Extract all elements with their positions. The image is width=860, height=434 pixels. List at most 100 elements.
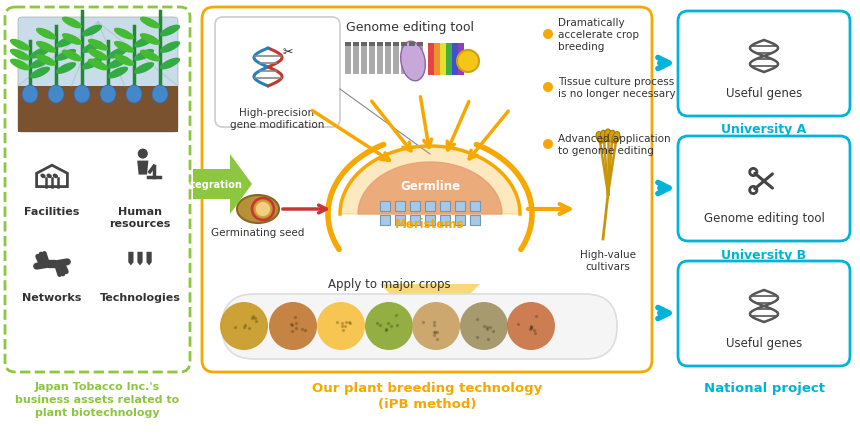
Ellipse shape xyxy=(152,86,168,104)
Bar xyxy=(428,44,433,76)
Ellipse shape xyxy=(596,132,604,144)
Ellipse shape xyxy=(9,40,30,52)
Polygon shape xyxy=(146,252,151,266)
Ellipse shape xyxy=(40,174,46,179)
Text: Human
resources: Human resources xyxy=(109,207,170,228)
Ellipse shape xyxy=(108,67,128,79)
Text: Meristems: Meristems xyxy=(396,218,464,231)
Text: Apply to major crops: Apply to major crops xyxy=(328,278,451,291)
Ellipse shape xyxy=(134,63,154,75)
Ellipse shape xyxy=(160,59,180,70)
Bar xyxy=(377,43,383,75)
Polygon shape xyxy=(138,161,149,175)
Ellipse shape xyxy=(160,42,180,54)
Ellipse shape xyxy=(134,36,154,48)
Bar xyxy=(361,43,366,47)
Polygon shape xyxy=(380,284,480,334)
Ellipse shape xyxy=(126,86,142,104)
Bar xyxy=(401,43,407,75)
Polygon shape xyxy=(358,163,502,214)
Ellipse shape xyxy=(140,50,160,62)
FancyBboxPatch shape xyxy=(678,137,850,241)
Text: Technologies: Technologies xyxy=(100,293,181,302)
Bar xyxy=(377,43,383,47)
Text: Genome editing tool: Genome editing tool xyxy=(346,21,474,34)
Text: Networks: Networks xyxy=(22,293,82,302)
Ellipse shape xyxy=(82,26,102,37)
Ellipse shape xyxy=(88,40,108,52)
Circle shape xyxy=(220,302,268,350)
Bar xyxy=(393,43,398,75)
Ellipse shape xyxy=(22,86,38,104)
Text: Advanced application
to genome editing: Advanced application to genome editing xyxy=(558,134,671,156)
Ellipse shape xyxy=(237,196,279,224)
Circle shape xyxy=(543,30,553,40)
Circle shape xyxy=(317,302,365,350)
FancyBboxPatch shape xyxy=(18,18,178,133)
Bar xyxy=(417,43,422,47)
Text: Dramatically
accelerate crop
breeding: Dramatically accelerate crop breeding xyxy=(558,17,639,52)
Bar xyxy=(369,43,374,75)
Ellipse shape xyxy=(48,86,64,104)
Ellipse shape xyxy=(88,49,108,61)
Text: Japan Tobacco Inc.'s
business assets related to
plant biotechnology: Japan Tobacco Inc.'s business assets rel… xyxy=(15,381,179,418)
FancyBboxPatch shape xyxy=(678,261,850,366)
Bar xyxy=(353,43,359,47)
Ellipse shape xyxy=(82,59,102,70)
Ellipse shape xyxy=(52,174,58,179)
Ellipse shape xyxy=(608,131,616,143)
Ellipse shape xyxy=(46,174,52,179)
Circle shape xyxy=(543,140,553,150)
Text: Useful genes: Useful genes xyxy=(726,87,802,100)
Ellipse shape xyxy=(114,29,134,40)
Circle shape xyxy=(269,302,317,350)
Ellipse shape xyxy=(160,26,180,37)
Ellipse shape xyxy=(74,86,90,104)
Circle shape xyxy=(255,201,271,217)
FancyBboxPatch shape xyxy=(678,12,850,117)
Bar xyxy=(409,43,415,47)
Text: Integration: Integration xyxy=(180,180,242,190)
Ellipse shape xyxy=(605,130,611,141)
Circle shape xyxy=(543,83,553,93)
Ellipse shape xyxy=(108,48,128,59)
Ellipse shape xyxy=(612,132,620,144)
Ellipse shape xyxy=(9,49,30,61)
Polygon shape xyxy=(138,252,143,266)
Ellipse shape xyxy=(114,42,134,53)
Text: University A: University A xyxy=(722,123,807,136)
FancyBboxPatch shape xyxy=(215,18,340,128)
Circle shape xyxy=(365,302,413,350)
FancyBboxPatch shape xyxy=(202,8,652,372)
Text: Useful genes: Useful genes xyxy=(726,337,802,350)
Circle shape xyxy=(457,51,479,73)
Text: University B: University B xyxy=(722,248,807,261)
Ellipse shape xyxy=(30,48,50,59)
Bar xyxy=(458,44,464,76)
Ellipse shape xyxy=(36,55,56,67)
Circle shape xyxy=(138,149,148,159)
Ellipse shape xyxy=(82,42,102,54)
Circle shape xyxy=(412,302,460,350)
Text: High-value
cultivars: High-value cultivars xyxy=(580,250,636,271)
Ellipse shape xyxy=(56,50,77,62)
Polygon shape xyxy=(128,252,133,266)
Text: High-precision
gene modification: High-precision gene modification xyxy=(230,108,324,129)
Bar xyxy=(446,44,452,76)
Ellipse shape xyxy=(36,42,56,53)
Bar xyxy=(385,43,390,47)
Ellipse shape xyxy=(134,50,154,62)
Text: Facilities: Facilities xyxy=(24,207,80,217)
Ellipse shape xyxy=(62,34,82,46)
Bar xyxy=(393,43,398,47)
Ellipse shape xyxy=(100,86,116,104)
Ellipse shape xyxy=(108,58,128,69)
Ellipse shape xyxy=(401,42,426,82)
Ellipse shape xyxy=(88,59,108,71)
Bar xyxy=(353,43,359,75)
Bar xyxy=(385,43,390,75)
Bar xyxy=(345,43,351,47)
Text: Genome editing tool: Genome editing tool xyxy=(703,212,825,225)
Ellipse shape xyxy=(9,59,30,71)
Bar xyxy=(361,43,366,75)
